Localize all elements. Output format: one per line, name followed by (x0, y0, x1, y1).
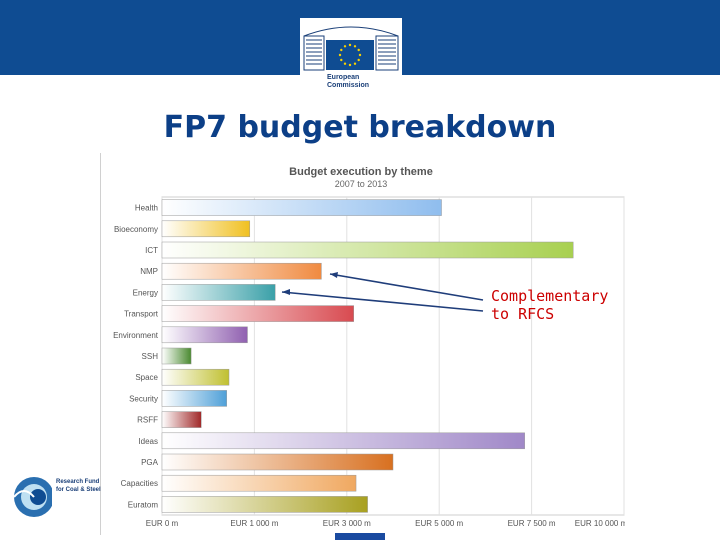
category-label-space: Space (135, 373, 158, 382)
x-tick-label: EUR 5 000 m (415, 519, 463, 528)
category-label-pga: PGA (141, 458, 159, 467)
rfcs-logo-icon (13, 477, 52, 517)
bar-ict (161, 241, 574, 259)
rfcs-text-line1: Research Fund (56, 479, 100, 485)
bar-bioeconomy (161, 220, 251, 238)
category-label-environment: Environment (113, 331, 159, 340)
chart-title: Budget execution by theme (289, 166, 433, 178)
bar-rsff (161, 411, 202, 428)
chart-subtitle: 2007 to 2013 (335, 179, 388, 189)
european-commission-logo: European Commission (300, 18, 402, 100)
category-label-nmp: NMP (140, 267, 158, 276)
category-label-ideas: Ideas (138, 437, 158, 446)
logo-text-line1: European (327, 74, 360, 81)
category-label-energy: Energy (133, 288, 158, 297)
rfcs-text-line2: for Coal & Steel (56, 487, 101, 493)
bar-transport (161, 305, 354, 322)
rfcs-logo-text: Research Fund for Coal & Steel (56, 478, 104, 494)
budget-chart: Budget execution by theme 2007 to 2013 H… (100, 153, 625, 535)
category-label-bioeconomy: Bioeconomy (114, 225, 158, 234)
bar-health (161, 199, 442, 216)
x-tick-label: EUR 3 000 m (323, 519, 371, 528)
bar-ideas (161, 432, 525, 450)
x-tick-label: EUR 10 000 m (575, 519, 625, 528)
slide-title: FP7 budget breakdown (163, 110, 557, 145)
logo-text-line2: Commission (327, 82, 370, 89)
bar-space (161, 368, 230, 386)
category-label-capacities: Capacities (121, 479, 158, 488)
bar-environment (161, 326, 248, 344)
category-label-ssh: SSH (142, 352, 159, 361)
chart-canvas: Budget execution by theme 2007 to 2013 H… (113, 166, 625, 528)
category-label-euratom: Euratom (128, 500, 159, 509)
bar-energy (161, 284, 276, 301)
x-tick-label: EUR 1 000 m (230, 519, 278, 528)
bar-nmp (161, 262, 322, 280)
x-tick-label: EUR 0 m (146, 519, 179, 528)
commission-building-icon (303, 26, 399, 71)
category-label-transport: Transport (124, 310, 159, 319)
category-label-rsff: RSFF (137, 416, 158, 425)
category-label-security: Security (129, 394, 158, 403)
bar-euratom (161, 496, 368, 513)
bar-capacities (161, 474, 357, 492)
bar-ssh (161, 347, 192, 365)
annotation-complementary-rfcs: Complementary to RFCS (491, 287, 609, 323)
bar-security (161, 390, 227, 407)
category-label-health: Health (135, 204, 158, 213)
category-label-ict: ICT (145, 246, 158, 255)
x-tick-label: EUR 7 500 m (508, 519, 556, 528)
bottom-tab (335, 533, 385, 540)
bar-pga (161, 453, 394, 471)
